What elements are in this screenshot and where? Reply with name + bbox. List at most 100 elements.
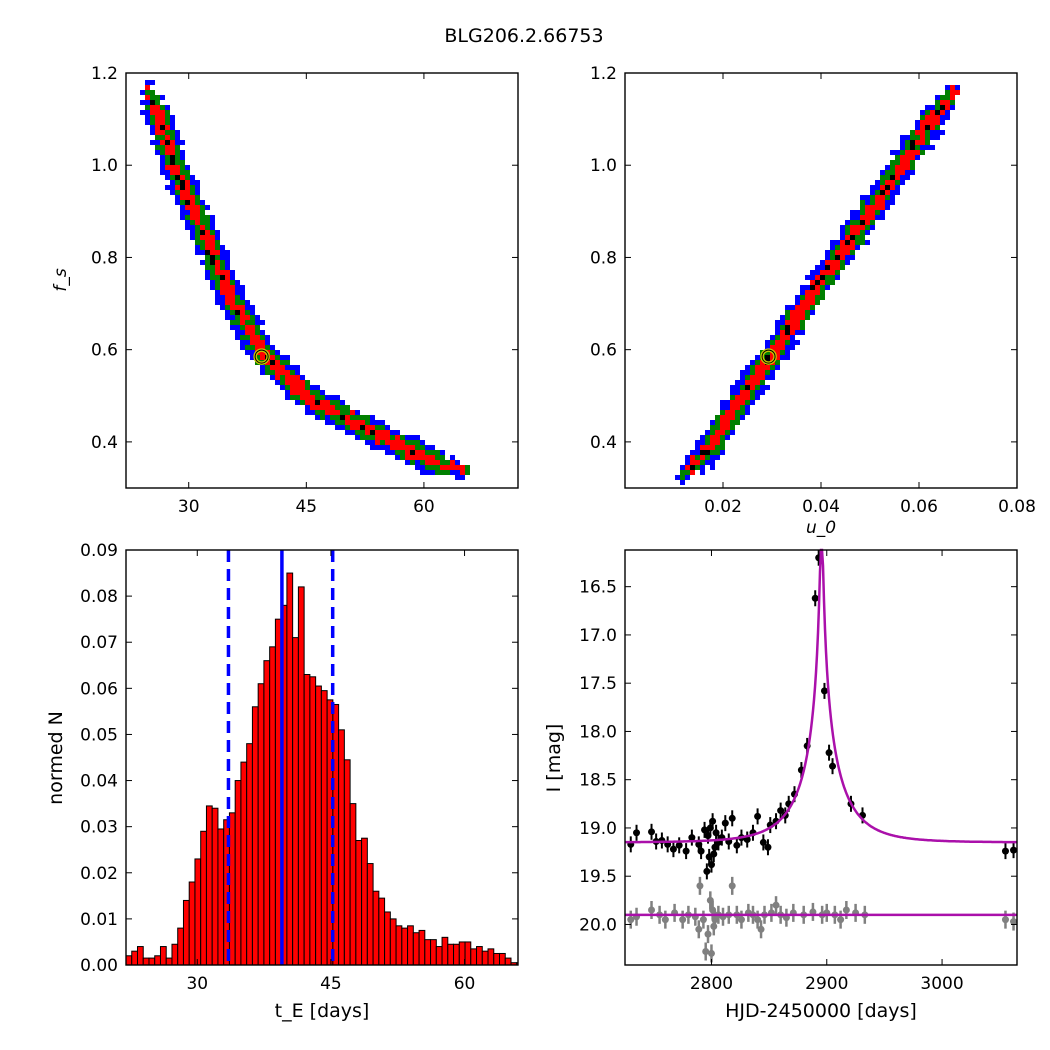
contour-inner-cell	[830, 260, 835, 265]
contour-middle-cell	[910, 165, 915, 170]
contour-outer-cell	[145, 80, 150, 85]
contour-core-cell	[175, 175, 180, 180]
contour-middle-cell	[440, 460, 445, 465]
contour-inner-cell	[145, 85, 150, 90]
contour-inner-cell	[405, 445, 410, 450]
contour-inner-cell	[185, 190, 190, 195]
contour-outer-cell	[940, 115, 945, 120]
contour-inner-cell	[775, 340, 780, 345]
data-point	[759, 838, 767, 846]
contour-middle-cell	[360, 415, 365, 420]
contour-outer-cell	[375, 445, 380, 450]
contour-middle-cell	[370, 435, 375, 440]
contour-middle-cell	[740, 410, 745, 415]
contour-inner-cell	[195, 210, 200, 215]
contour-inner-cell	[350, 410, 355, 415]
histogram-bar	[407, 925, 414, 966]
contour-inner-cell	[915, 140, 920, 145]
contour-inner-cell	[700, 455, 705, 460]
contour-inner-cell	[865, 210, 870, 215]
contour-middle-cell	[895, 155, 900, 160]
data-point	[728, 814, 736, 822]
contour-inner-cell	[375, 430, 380, 435]
contour-outer-cell	[875, 180, 880, 185]
contour-inner-cell	[310, 395, 315, 400]
contour-outer-cell	[250, 305, 255, 310]
x-tick-label: 45	[295, 497, 317, 517]
contour-core-cell	[845, 240, 850, 245]
contour-outer-cell	[940, 130, 945, 135]
contour-outer-cell	[460, 475, 465, 480]
contour-inner-cell	[710, 445, 715, 450]
contour-middle-cell	[850, 220, 855, 225]
contour-outer-cell	[235, 325, 240, 330]
contour-inner-cell	[440, 465, 445, 470]
contour-outer-cell	[880, 170, 885, 175]
contour-outer-cell	[190, 180, 195, 185]
contour-outer-cell	[260, 330, 265, 335]
contour-outer-cell	[205, 275, 210, 280]
residual-point	[702, 947, 710, 955]
contour-outer-cell	[835, 240, 840, 245]
contour-outer-cell	[930, 135, 935, 140]
contour-inner-cell	[790, 325, 795, 330]
contour-outer-cell	[825, 285, 830, 290]
contour-middle-cell	[775, 335, 780, 340]
ticks-fs-vs-u0: 0.02 0.04 0.06 0.08 0.4 0.6 0.8 1.0 1.2	[590, 64, 1036, 517]
contour-outer-cell	[200, 260, 205, 265]
contour-inner-cell	[220, 270, 225, 275]
contour-middle-cell	[715, 425, 720, 430]
histogram-bar	[251, 706, 259, 966]
histogram-bar	[200, 830, 207, 966]
contour-inner-cell	[880, 205, 885, 210]
contour-inner-cell	[955, 90, 960, 95]
contour-outer-cell	[315, 415, 320, 420]
contour-middle-cell	[400, 435, 405, 440]
contour-inner-cell	[755, 370, 760, 375]
contour-inner-cell	[155, 105, 160, 110]
contour-middle-cell	[345, 425, 350, 430]
contour-inner-cell	[870, 205, 875, 210]
histogram-bar	[389, 918, 397, 966]
contour-inner-cell	[790, 310, 795, 315]
contour-inner-cell	[380, 435, 385, 440]
contour-outer-cell	[785, 305, 790, 310]
contour-outer-cell	[700, 470, 705, 475]
contour-inner-cell	[935, 120, 940, 125]
contour-middle-cell	[435, 450, 440, 455]
contour-outer-cell	[705, 460, 710, 465]
histogram-bar	[378, 897, 386, 966]
contour-outer-cell	[910, 170, 915, 175]
contour-outer-cell	[945, 85, 950, 90]
contour-outer-cell	[425, 470, 430, 475]
contour-middle-cell	[340, 405, 345, 410]
contour-outer-cell	[925, 105, 930, 110]
contour-outer-cell	[870, 225, 875, 230]
contour-middle-cell	[220, 265, 225, 270]
contour-outer-cell	[725, 435, 730, 440]
contour-inner-cell	[350, 425, 355, 430]
histogram-bar	[481, 950, 489, 966]
contour-inner-cell	[260, 340, 265, 345]
contour-inner-cell	[300, 380, 305, 385]
contour-inner-cell	[300, 395, 305, 400]
histogram-bar	[177, 927, 184, 966]
contour-outer-cell	[950, 105, 955, 110]
contour-outer-cell	[185, 165, 190, 170]
residual-point	[707, 949, 715, 957]
contour-inner-cell	[335, 410, 340, 415]
contour-inner-cell	[875, 205, 880, 210]
contour-outer-cell	[745, 370, 750, 375]
contour-inner-cell	[200, 225, 205, 230]
y-tick-label: 0.01	[80, 910, 118, 930]
contour-inner-cell	[845, 235, 850, 240]
contour-outer-cell	[235, 285, 240, 290]
contour-inner-cell	[325, 405, 330, 410]
contour-middle-cell	[195, 200, 200, 205]
contour-outer-cell	[375, 420, 380, 425]
contour-inner-cell	[230, 305, 235, 310]
contour-middle-cell	[785, 315, 790, 320]
contour-middle-cell	[230, 320, 235, 325]
contour-outer-cell	[865, 200, 870, 205]
x-tick-label: 0.02	[704, 497, 742, 517]
